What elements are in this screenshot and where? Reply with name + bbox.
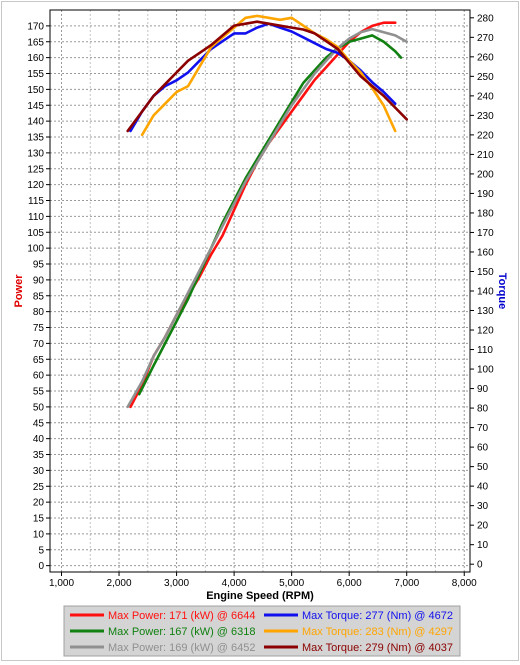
y-left-tick-label: 30 bbox=[33, 466, 45, 477]
y-left-tick-label: 35 bbox=[33, 450, 45, 461]
y-left-tick-label: 0 bbox=[38, 561, 44, 572]
series-line-3 bbox=[126, 27, 409, 409]
y-left-tick-label: 100 bbox=[27, 244, 44, 255]
x-tick-label: 6,000 bbox=[337, 578, 362, 589]
y-left-tick-label: 55 bbox=[33, 387, 45, 398]
y-left-tick-label: 140 bbox=[27, 117, 44, 128]
series-line-5 bbox=[140, 14, 397, 137]
y-left-tick-label: 5 bbox=[38, 545, 44, 556]
y-left-tick-label: 120 bbox=[27, 180, 44, 191]
y-left-tick-label: 75 bbox=[33, 323, 45, 334]
x-tick-label: 1,000 bbox=[49, 578, 74, 589]
y-right-tick-label: 250 bbox=[477, 72, 494, 83]
y-left-tick-label: 10 bbox=[33, 529, 45, 540]
x-tick-label: 2,000 bbox=[107, 578, 132, 589]
x-tick-label: 3,000 bbox=[164, 578, 189, 589]
y-left-tick-label: 165 bbox=[27, 37, 44, 48]
y-left-tick-label: 125 bbox=[27, 164, 44, 175]
y-right-tick-label: 160 bbox=[477, 247, 494, 258]
y-left-tick-label: 80 bbox=[33, 307, 45, 318]
y-right-tick-label: 40 bbox=[477, 482, 489, 493]
y-left-tick-label: 150 bbox=[27, 85, 44, 96]
tick-marks: 1,000 2,000 3,000 4,000 5,000 6,000 7,000 8,000… bbox=[27, 13, 494, 589]
y-left-tick-label: 60 bbox=[33, 371, 45, 382]
y-right-tick-label: 150 bbox=[477, 267, 494, 278]
y-right-tick-label: 110 bbox=[477, 345, 493, 356]
y-right-tick-label: 0 bbox=[477, 560, 483, 571]
y-right-tick-label: 60 bbox=[477, 443, 489, 454]
y-right-tick-label: 220 bbox=[477, 130, 494, 141]
y-right-tick-label: 50 bbox=[477, 462, 489, 473]
y-left-tick-label: 135 bbox=[27, 133, 44, 144]
y-left-tick-label: 130 bbox=[27, 148, 44, 159]
y-left-tick-label: 25 bbox=[33, 482, 45, 493]
y-left-tick-label: 110 bbox=[28, 212, 44, 223]
x-tick-label: 5,000 bbox=[279, 578, 304, 589]
y-right-tick-label: 120 bbox=[477, 326, 494, 337]
series-line-6 bbox=[126, 20, 409, 133]
y-right-tick-label: 200 bbox=[477, 169, 494, 180]
y-left-tick-label: 170 bbox=[27, 21, 44, 32]
y-right-tick-label: 240 bbox=[477, 91, 494, 102]
y-left-tick-label: 40 bbox=[33, 434, 45, 445]
legend-entry: Max Power: 169 (kW) @ 6452 bbox=[108, 642, 256, 654]
y-axis-left-title: Power bbox=[13, 274, 25, 308]
y-left-tick-label: 65 bbox=[33, 355, 45, 366]
legend-entry: Max Power: 171 (kW) @ 6644 bbox=[108, 610, 256, 622]
grid-lines bbox=[50, 10, 470, 572]
y-right-tick-label: 80 bbox=[477, 404, 489, 415]
y-right-tick-label: 280 bbox=[477, 13, 494, 24]
y-right-tick-label: 90 bbox=[477, 384, 489, 395]
y-right-tick-label: 30 bbox=[477, 501, 489, 512]
legend-entry: Max Torque: 277 (Nm) @ 4672 bbox=[302, 610, 453, 622]
y-left-tick-label: 85 bbox=[33, 291, 45, 302]
x-axis-title: Engine Speed (RPM) bbox=[206, 590, 314, 602]
y-right-tick-label: 70 bbox=[477, 423, 489, 434]
y-right-tick-label: 20 bbox=[477, 521, 489, 532]
y-left-tick-label: 70 bbox=[33, 339, 45, 350]
legend-entry: Max Power: 167 (kW) @ 6318 bbox=[108, 626, 256, 638]
y-left-tick-label: 145 bbox=[27, 101, 44, 112]
legend-entry: Max Torque: 279 (Nm) @ 4037 bbox=[302, 642, 453, 654]
legend-entry: Max Torque: 283 (Nm) @ 4297 bbox=[302, 626, 453, 638]
y-left-tick-label: 155 bbox=[27, 69, 44, 80]
y-left-tick-label: 50 bbox=[33, 402, 45, 413]
y-right-tick-label: 270 bbox=[477, 33, 494, 44]
x-tick-label: 4,000 bbox=[222, 578, 247, 589]
y-left-tick-label: 115 bbox=[28, 196, 44, 207]
x-tick-label: 8,000 bbox=[452, 578, 477, 589]
series-line-2 bbox=[137, 34, 403, 396]
y-right-tick-label: 230 bbox=[477, 111, 494, 122]
y-left-tick-label: 160 bbox=[27, 53, 44, 64]
y-right-tick-label: 180 bbox=[477, 208, 494, 219]
y-left-tick-label: 20 bbox=[33, 498, 45, 509]
legend-box bbox=[63, 605, 461, 657]
y-right-tick-label: 260 bbox=[477, 52, 494, 63]
y-right-tick-label: 210 bbox=[477, 150, 494, 161]
y-left-tick-label: 15 bbox=[33, 514, 45, 525]
y-right-tick-label: 100 bbox=[477, 365, 494, 376]
y-right-tick-label: 170 bbox=[477, 228, 494, 239]
y-right-tick-label: 190 bbox=[477, 189, 494, 200]
y-left-tick-label: 105 bbox=[27, 228, 44, 239]
y-left-tick-label: 95 bbox=[33, 260, 45, 271]
y-left-tick-label: 90 bbox=[33, 275, 45, 286]
legend: Max Power: 171 (kW) @ 6644 Max Power: 167… bbox=[63, 605, 461, 657]
series-layer bbox=[126, 14, 409, 409]
x-tick-label: 7,000 bbox=[394, 578, 419, 589]
y-right-tick-label: 130 bbox=[477, 306, 494, 317]
y-right-tick-label: 10 bbox=[477, 540, 489, 551]
y-axis-right-title: Torque bbox=[496, 273, 508, 309]
y-right-tick-label: 140 bbox=[477, 287, 494, 298]
y-left-tick-label: 45 bbox=[33, 418, 45, 429]
